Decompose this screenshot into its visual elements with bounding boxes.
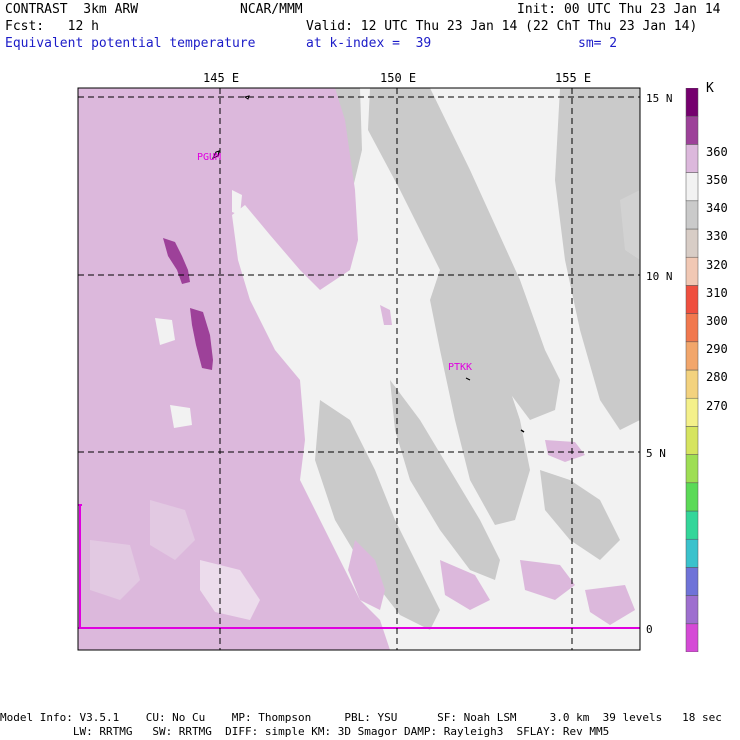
station-pgum: PGUM (197, 152, 222, 163)
colorbar (685, 88, 699, 652)
colorbar-swatch (685, 144, 699, 173)
colorbar-tick-label: 360 (706, 144, 728, 159)
colorbar-swatch (685, 313, 699, 343)
lon-label-145: 145 E (203, 71, 240, 85)
lon-label-155: 155 E (555, 71, 592, 85)
colorbar-swatch (685, 567, 699, 596)
colorbar-swatch (685, 200, 699, 230)
lat-label-15n: 15 N (646, 92, 673, 105)
colorbar-tick-label: 340 (706, 201, 728, 216)
model-info-line2: LW: RRTMG SW: RRTMG DIFF: simple KM: 3D … (0, 725, 610, 738)
colorbar-swatch (685, 228, 699, 258)
colorbar-tick-label: 310 (706, 285, 728, 300)
station-ptkk: PTKK (448, 362, 473, 373)
center-name: NCAR/MMM (240, 2, 303, 17)
forecast-hour: Fcst: 12 h (5, 19, 99, 34)
colorbar-tick-label: 330 (706, 229, 728, 244)
colorbar-swatch (685, 454, 699, 484)
lat-label-5n: 5 N (646, 447, 666, 460)
init-time: Init: 00 UTC Thu 23 Jan 14 (517, 2, 721, 17)
colorbar-swatch (685, 341, 699, 371)
colorbar-swatch (685, 256, 699, 286)
lat-label-0: 0 (646, 623, 653, 636)
colorbar-swatch (685, 538, 699, 568)
lon-label-150: 150 E (380, 71, 417, 85)
colorbar-tick-label: 290 (706, 342, 728, 357)
model-info-line1: Model Info: V3.5.1 CU: No Cu MP: Thompso… (0, 711, 722, 724)
lat-label-10n: 10 N (646, 270, 673, 283)
smoothing-info: sm= 2 (578, 36, 618, 51)
colorbar-tick-label: 320 (706, 257, 728, 272)
colorbar-swatch (685, 595, 699, 625)
lat-lon-grid (78, 88, 640, 650)
valid-time: Valid: 12 UTC Thu 23 Jan 14 (22 ChT Thu … (306, 19, 698, 34)
colorbar-tick-label: 300 (706, 314, 728, 329)
model-title: CONTRAST 3km ARW (5, 2, 139, 17)
field-shading (78, 88, 640, 650)
field-name: Equivalent potential temperature (5, 36, 256, 51)
colorbar-swatch (685, 115, 699, 145)
colorbar-swatch (685, 426, 699, 455)
level-info: at k-index = 39 (306, 36, 432, 51)
colorbar-swatch (685, 172, 699, 202)
colorbar-swatch (685, 510, 699, 540)
colorbar-swatch (685, 623, 699, 652)
colorbar-tick-label: 350 (706, 173, 728, 188)
map-frame (77, 87, 641, 651)
colorbar-swatch (685, 369, 699, 399)
colorbar-swatch (685, 397, 699, 427)
colorbar-tick-label: 270 (706, 398, 728, 413)
colorbar-tick-label: 280 (706, 370, 728, 385)
colorbar-swatch (685, 285, 699, 314)
colorbar-unit: K (706, 81, 714, 96)
colorbar-swatch (685, 482, 699, 512)
colorbar-swatch (685, 88, 699, 117)
